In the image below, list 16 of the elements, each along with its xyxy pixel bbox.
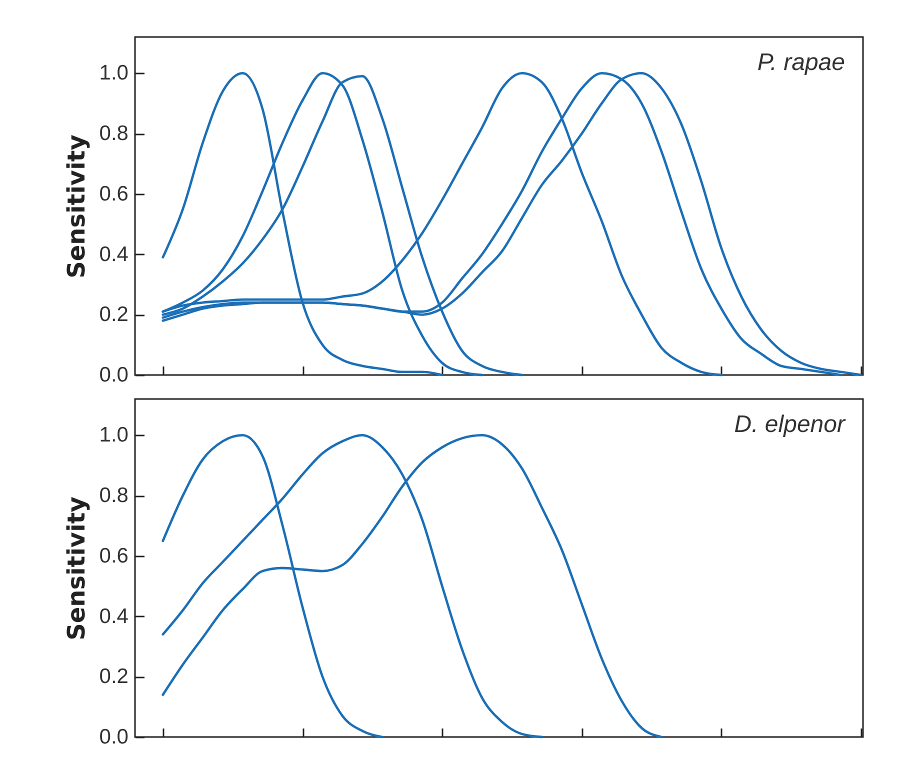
y-tick-label: 0.4 xyxy=(99,604,129,628)
y-tick-label: 0.6 xyxy=(99,544,128,568)
y-tick-label: 0.6 xyxy=(99,182,128,206)
y-tick-label: 1.0 xyxy=(99,62,128,85)
y-tick-label: 0.0 xyxy=(99,364,128,386)
y-tick-label: 0.8 xyxy=(99,484,128,508)
annotation: D. elpenor xyxy=(734,411,846,438)
annotation: P. rapae xyxy=(757,49,845,76)
y-axis-title: Sensitivity xyxy=(62,496,90,640)
y-axis-title: Sensitivity xyxy=(62,134,90,278)
y-tick-label: 0.8 xyxy=(99,122,128,146)
y-tick-label: 1.0 xyxy=(99,424,128,447)
y-tick-label: 0.2 xyxy=(99,665,128,688)
y-tick-label: 0.4 xyxy=(99,242,129,266)
y-tick-label: 0.2 xyxy=(99,303,128,326)
y-tick-label: 0.0 xyxy=(99,726,128,748)
